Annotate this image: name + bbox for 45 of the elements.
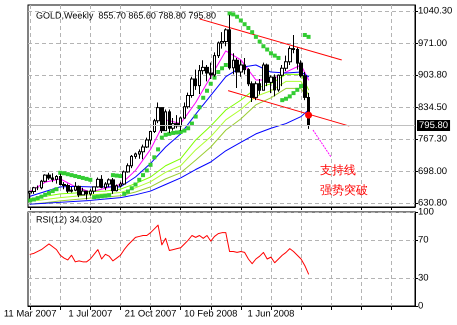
candlestick bbox=[111, 177, 115, 194]
candlestick bbox=[160, 106, 164, 134]
candlestick bbox=[47, 172, 51, 180]
y-tick-label: 834.50 bbox=[418, 102, 448, 113]
line-series bbox=[30, 224, 310, 275]
chart-title: RSI(12) 34.0320 bbox=[36, 214, 102, 224]
y-tick-label: 1040.30 bbox=[418, 5, 452, 16]
candlestick bbox=[32, 186, 36, 194]
y-tick-label: 698.00 bbox=[418, 166, 448, 177]
y-tick-label: 767.30 bbox=[418, 133, 448, 144]
candlestick bbox=[198, 64, 201, 95]
y-tick-label: 0 bbox=[418, 300, 424, 312]
x-tick-label: 1 Jun 2008 bbox=[247, 308, 294, 320]
candlestick bbox=[205, 64, 209, 82]
candlestick bbox=[273, 74, 276, 97]
x-tick-label: 21 Oct 2007 bbox=[124, 308, 176, 320]
candlestick bbox=[66, 183, 70, 194]
candlestick bbox=[51, 172, 54, 183]
candlestick bbox=[81, 187, 85, 196]
candlestick bbox=[138, 148, 141, 160]
x-tick-label: 1 Jul 2007 bbox=[68, 308, 112, 320]
candlestick bbox=[77, 184, 81, 198]
candlestick bbox=[70, 186, 73, 193]
y-tick-label: 100 bbox=[418, 206, 434, 218]
candlestick bbox=[262, 62, 265, 92]
candlestick bbox=[85, 190, 88, 200]
candlestick bbox=[130, 154, 133, 169]
ref-line-label: 795.80 bbox=[419, 120, 448, 132]
y-tick-label: 903.80 bbox=[418, 69, 448, 80]
annotation: 支持线 bbox=[320, 163, 356, 177]
y-tick-label: 70 bbox=[418, 234, 429, 246]
line-series bbox=[30, 109, 310, 205]
y-tick-label: 30 bbox=[418, 272, 429, 284]
candlestick bbox=[55, 174, 58, 184]
annotation: 强势突破 bbox=[320, 183, 368, 197]
text: GOLD,Weekly 855.70 865.60 788.80 795.80 bbox=[36, 10, 216, 20]
candlestick bbox=[164, 109, 167, 132]
candlestick bbox=[100, 174, 103, 189]
candlestick bbox=[235, 57, 239, 88]
y-tick-label: 630.80 bbox=[418, 197, 448, 208]
x-tick-label: 10 Feb 2008 bbox=[184, 308, 238, 320]
candlestick bbox=[254, 80, 258, 101]
x-tick-label: 11 Mar 2007 bbox=[4, 308, 56, 320]
candlestick bbox=[89, 188, 92, 196]
y-tick-label: 971.00 bbox=[418, 38, 448, 49]
